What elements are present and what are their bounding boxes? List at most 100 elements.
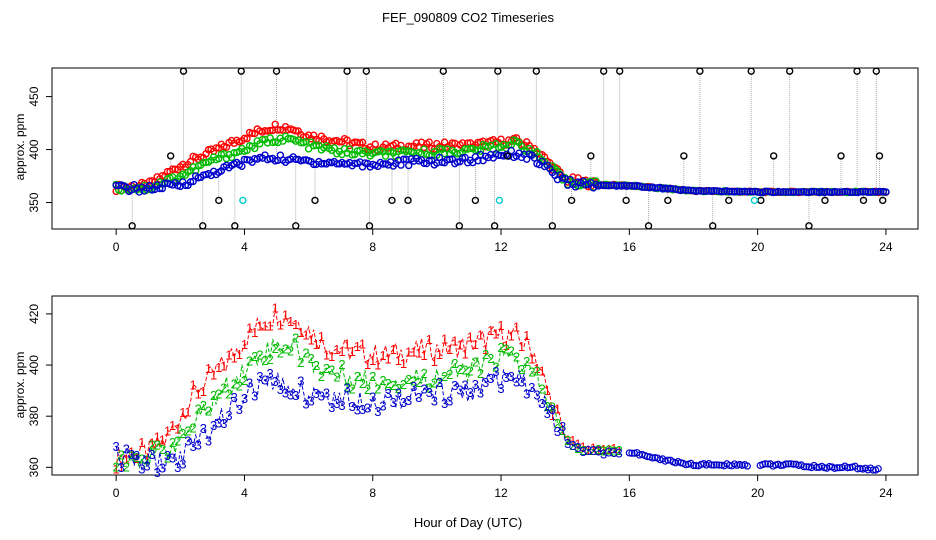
- series-2-digit: 2: [544, 399, 551, 414]
- series-3-digit: 3: [225, 408, 232, 423]
- series-2-digit: 2: [431, 375, 438, 390]
- series-1-digit: 1: [487, 323, 494, 338]
- spike-point: [490, 222, 499, 230]
- series-3-point: [602, 181, 610, 190]
- series-2-digit: 2: [302, 346, 309, 361]
- series-1-digit: 1: [451, 334, 458, 349]
- series-3-point: [810, 187, 818, 196]
- series-3-point: [446, 155, 454, 164]
- series-2-digit: 2: [343, 379, 350, 394]
- bottom-panel-marks: 1111111111111111111111111111111111111111…: [113, 301, 882, 480]
- spike-point: [644, 222, 653, 230]
- series-2-digit: 2: [497, 340, 504, 355]
- series-2-digit: 2: [159, 442, 166, 457]
- series-3-digit: 3: [610, 445, 617, 460]
- series-2-digit: 2: [559, 423, 566, 438]
- series-1-digit: 1: [277, 318, 284, 333]
- series-3-digit: 3: [169, 450, 176, 465]
- series-3-digit: 3: [482, 375, 489, 390]
- tail-point: [625, 449, 633, 457]
- series-3-point: [797, 188, 805, 196]
- series-3-digit: 3: [251, 388, 258, 403]
- series-3-point: [874, 187, 882, 196]
- x-tick-label: 8: [369, 240, 376, 254]
- spike-point: [622, 196, 630, 205]
- series-1-point: [292, 127, 300, 135]
- spike-point: [292, 222, 300, 230]
- series-1-digit: 1: [456, 337, 463, 352]
- series-3-digit: 3: [564, 436, 571, 451]
- spike-point: [388, 196, 396, 205]
- series-2-digit: 2: [574, 441, 581, 456]
- series-3-digit: 3: [143, 458, 150, 473]
- spike-point: [503, 152, 512, 160]
- series-1-digit: 1: [405, 345, 412, 360]
- series-3-point: [833, 188, 841, 196]
- series-3-point: [643, 183, 651, 192]
- series-1-point: [248, 129, 256, 138]
- series-2-digit: 2: [318, 369, 325, 384]
- series-3-point: [789, 188, 798, 196]
- series-1-digit: 1: [256, 318, 263, 333]
- series-3-point: [802, 188, 811, 196]
- series-3-point: [779, 188, 787, 196]
- series-3-digit: 3: [385, 386, 392, 401]
- series-3-digit: 3: [133, 448, 140, 463]
- series-1-digit: 1: [533, 361, 540, 376]
- series-2-digit: 2: [477, 366, 484, 381]
- x-tick-label: 12: [494, 486, 508, 500]
- series-3-digit: 3: [477, 385, 484, 400]
- series-1-digit: 1: [174, 422, 181, 437]
- series-3-digit: 3: [580, 444, 587, 459]
- series-1-digit: 1: [164, 424, 171, 439]
- series-1-point: [212, 144, 220, 152]
- series-1-digit: 1: [400, 356, 407, 371]
- series-3-digit: 3: [574, 440, 581, 455]
- tail-point: [833, 464, 841, 472]
- series-3-point: [784, 188, 793, 196]
- series-2-point: [199, 158, 208, 167]
- series-1-digit: 1: [169, 418, 176, 433]
- series-3-digit: 3: [128, 447, 135, 462]
- series-1-digit: 1: [354, 339, 361, 354]
- series-3-digit: 3: [236, 402, 243, 417]
- series-2-digit: 2: [359, 376, 366, 391]
- series-3-digit: 3: [241, 391, 248, 406]
- series-2-digit: 2: [364, 382, 371, 397]
- series-2-digit: 2: [195, 402, 202, 417]
- series-3-digit: 3: [544, 406, 551, 421]
- tail-point: [843, 464, 852, 472]
- series-2-digit: 2: [441, 369, 448, 384]
- series-2-digit: 2: [133, 450, 140, 465]
- series-3-digit: 3: [179, 456, 186, 471]
- spike-point: [786, 67, 794, 75]
- series-2-digit: 2: [236, 378, 243, 393]
- series-1-digit: 1: [497, 318, 504, 333]
- series-1-digit: 1: [297, 325, 304, 340]
- series-1-digit: 1: [179, 405, 186, 420]
- series-3-point: [625, 182, 634, 190]
- series-2-digit: 2: [456, 362, 463, 377]
- series-2-digit: 2: [564, 433, 571, 448]
- series-1-digit: 1: [385, 351, 392, 366]
- series-3-point: [738, 187, 746, 196]
- series-2-digit: 2: [220, 381, 227, 396]
- series-2-digit: 2: [205, 403, 212, 418]
- x-tick-label: 4: [241, 486, 248, 500]
- series-2-digit: 2: [266, 352, 273, 367]
- series-2-digit: 2: [118, 448, 125, 463]
- series-2-digit: 2: [615, 443, 622, 458]
- spike-point: [859, 196, 868, 205]
- series-2-digit: 2: [292, 330, 299, 345]
- series-3-digit: 3: [215, 415, 222, 430]
- series-1-digit: 1: [528, 351, 535, 366]
- series-3-digit: 3: [123, 441, 130, 456]
- series-2-digit: 2: [472, 355, 479, 370]
- tail-point: [789, 460, 798, 468]
- series-1-digit: 1: [349, 344, 356, 359]
- series-3-digit: 3: [190, 439, 197, 454]
- series-3-point: [848, 188, 857, 196]
- series-2-digit: 2: [549, 400, 556, 415]
- series-1-digit: 1: [544, 383, 551, 398]
- series-3-digit: 3: [328, 400, 335, 415]
